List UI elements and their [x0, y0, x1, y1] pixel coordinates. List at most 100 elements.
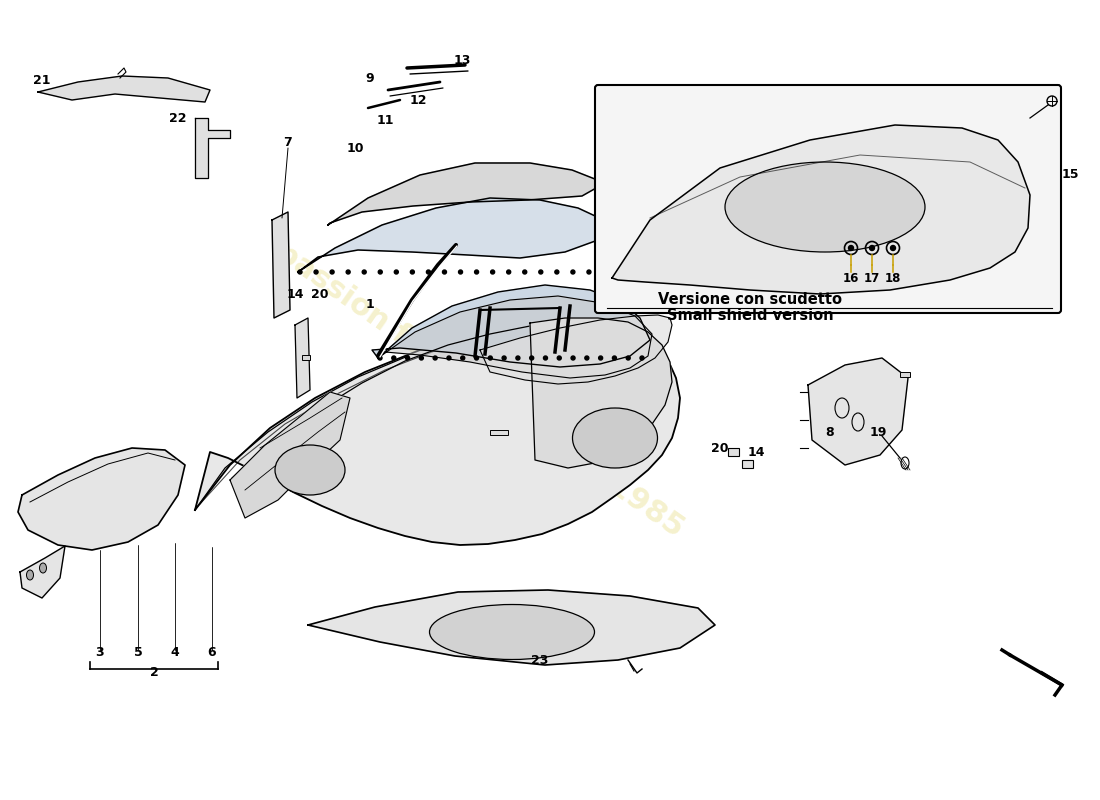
Circle shape [571, 270, 575, 274]
Ellipse shape [429, 605, 594, 659]
Ellipse shape [275, 445, 345, 495]
Bar [302, 355, 310, 360]
Circle shape [869, 246, 874, 250]
Circle shape [459, 270, 462, 274]
Polygon shape [298, 198, 608, 272]
Text: 3: 3 [96, 646, 104, 658]
Circle shape [848, 246, 854, 250]
Text: 12: 12 [409, 94, 427, 106]
Text: 21: 21 [33, 74, 51, 86]
FancyBboxPatch shape [595, 85, 1062, 313]
Circle shape [315, 270, 318, 274]
Text: 13: 13 [453, 54, 471, 66]
Circle shape [603, 270, 607, 274]
Circle shape [362, 270, 366, 274]
Circle shape [298, 270, 302, 274]
Circle shape [543, 356, 548, 360]
Text: 6: 6 [208, 646, 217, 658]
Polygon shape [612, 125, 1030, 294]
Text: 19: 19 [869, 426, 887, 438]
Circle shape [442, 270, 447, 274]
Text: 9: 9 [365, 71, 374, 85]
Circle shape [346, 270, 350, 274]
Circle shape [378, 270, 383, 274]
Text: 10: 10 [346, 142, 364, 154]
Text: 20: 20 [311, 289, 329, 302]
Polygon shape [195, 322, 680, 545]
Text: Versione con scudetto: Versione con scudetto [658, 293, 842, 307]
Text: 8: 8 [826, 426, 834, 438]
Circle shape [378, 356, 382, 360]
Text: 7: 7 [284, 135, 293, 149]
Circle shape [491, 270, 495, 274]
Circle shape [447, 356, 451, 360]
Circle shape [539, 270, 542, 274]
Text: Small shield version: Small shield version [667, 309, 834, 323]
Polygon shape [39, 76, 210, 102]
Text: 17: 17 [864, 271, 880, 285]
Circle shape [554, 270, 559, 274]
Bar [742, 460, 754, 468]
Circle shape [626, 356, 630, 360]
Circle shape [502, 356, 506, 360]
Text: 18: 18 [884, 271, 901, 285]
Text: passion for parts Since 1985: passion for parts Since 1985 [271, 238, 690, 542]
Circle shape [522, 270, 527, 274]
Circle shape [598, 356, 603, 360]
Ellipse shape [26, 570, 33, 580]
Text: 20: 20 [711, 442, 728, 454]
Circle shape [558, 356, 561, 360]
Ellipse shape [40, 563, 46, 573]
Circle shape [587, 270, 591, 274]
Polygon shape [230, 392, 350, 518]
Bar [728, 448, 739, 456]
Ellipse shape [725, 162, 925, 252]
Circle shape [640, 356, 643, 360]
Circle shape [406, 356, 409, 360]
Polygon shape [272, 212, 290, 318]
Polygon shape [378, 296, 652, 378]
Circle shape [392, 356, 396, 360]
Circle shape [507, 270, 510, 274]
Text: 15: 15 [1062, 169, 1079, 182]
Circle shape [427, 270, 430, 274]
Text: 22: 22 [169, 111, 187, 125]
Circle shape [461, 356, 464, 360]
Polygon shape [295, 318, 310, 398]
Text: 11: 11 [376, 114, 394, 126]
Circle shape [474, 270, 478, 274]
Polygon shape [808, 358, 908, 465]
Bar [900, 372, 910, 377]
Polygon shape [530, 318, 672, 468]
Circle shape [571, 356, 575, 360]
Text: 23: 23 [531, 654, 549, 666]
Circle shape [394, 270, 398, 274]
Circle shape [530, 356, 533, 360]
Polygon shape [308, 590, 715, 665]
Text: 14: 14 [748, 446, 766, 458]
Circle shape [433, 356, 437, 360]
Polygon shape [328, 163, 605, 225]
Circle shape [488, 356, 493, 360]
Text: 1: 1 [365, 298, 374, 311]
Bar [490, 430, 508, 435]
Text: 14: 14 [286, 289, 304, 302]
Polygon shape [372, 285, 650, 367]
Circle shape [585, 356, 588, 360]
Circle shape [419, 356, 424, 360]
Polygon shape [18, 448, 185, 550]
Polygon shape [195, 118, 230, 178]
Polygon shape [480, 315, 672, 384]
Polygon shape [20, 546, 65, 598]
Text: 16: 16 [843, 271, 859, 285]
Text: 4: 4 [170, 646, 179, 658]
Circle shape [410, 270, 415, 274]
Circle shape [613, 356, 616, 360]
Circle shape [474, 356, 478, 360]
Circle shape [516, 356, 520, 360]
Circle shape [330, 270, 334, 274]
Text: 2: 2 [150, 666, 158, 679]
Ellipse shape [572, 408, 658, 468]
Text: 5: 5 [133, 646, 142, 658]
Circle shape [891, 246, 895, 250]
